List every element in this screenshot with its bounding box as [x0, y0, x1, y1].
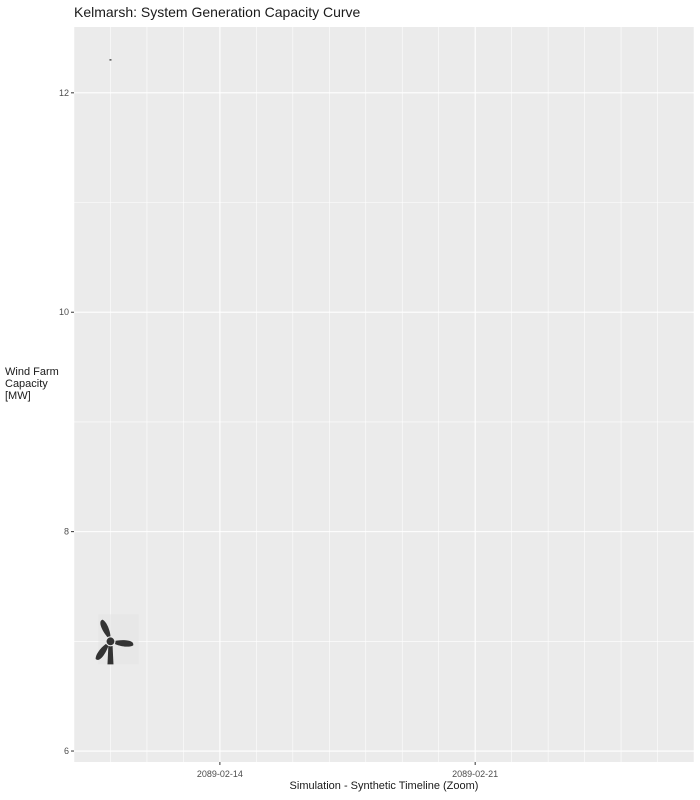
y-tick-label: 8: [64, 527, 69, 537]
x-tick-label: 2089-02-14: [197, 769, 243, 779]
x-tick-label: 2089-02-21: [452, 769, 498, 779]
y-axis-label: Wind Farm Capacity [MW]: [5, 366, 69, 402]
chart-title: Kelmarsh: System Generation Capacity Cur…: [74, 4, 361, 20]
y-axis-label-line-2: Capacity: [5, 378, 48, 390]
y-tick-label: 6: [64, 746, 69, 756]
x-axis-label: Simulation - Synthetic Timeline (Zoom): [289, 780, 479, 792]
wind-turbine-icon: [95, 614, 139, 665]
y-axis-label-line-1: Wind Farm: [5, 366, 59, 378]
y-tick-label: 12: [59, 88, 69, 98]
plot-panel: [74, 27, 694, 762]
y-tick-label: 10: [59, 307, 69, 317]
y-axis-label-line-3: [MW]: [5, 390, 31, 402]
